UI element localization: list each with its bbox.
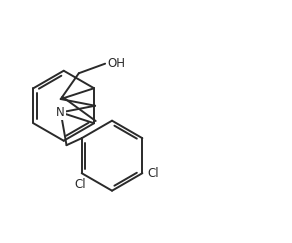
Text: Cl: Cl (148, 167, 159, 180)
Text: N: N (56, 106, 65, 119)
Text: OH: OH (107, 57, 125, 70)
Text: Cl: Cl (74, 178, 86, 191)
